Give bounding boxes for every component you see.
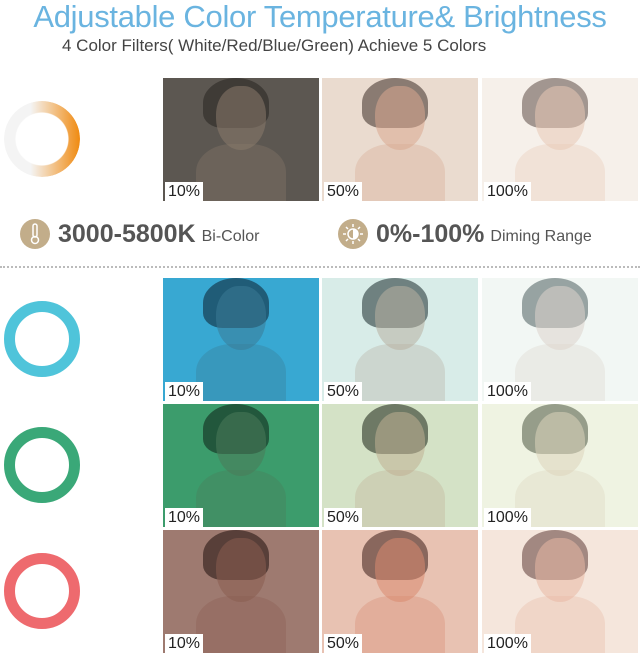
feature-label: Bi-Color (201, 228, 260, 245)
feature-label: Diming Range (490, 228, 592, 245)
face-shape (535, 86, 585, 150)
photo-white-10pct: 10% (163, 78, 319, 201)
brightness-label: 50% (324, 634, 363, 653)
brightness-label: 10% (165, 382, 204, 401)
photo-green-100pct: 100% (482, 404, 638, 527)
brightness-icon (338, 219, 368, 249)
feature-dimming: 0%-100% Diming Range (338, 219, 592, 249)
face-shape (375, 412, 425, 476)
face-shape (216, 412, 266, 476)
photo-green-50pct: 50% (322, 404, 478, 527)
brightness-label: 50% (324, 382, 363, 401)
brightness-label: 100% (484, 182, 531, 201)
photo-blue-50pct: 50% (322, 278, 478, 401)
face-shape (375, 538, 425, 602)
ring-light-blue (4, 301, 80, 377)
brightness-label: 100% (484, 508, 531, 527)
brightness-label: 10% (165, 508, 204, 527)
photo-blue-100pct: 100% (482, 278, 638, 401)
face-shape (216, 538, 266, 602)
photo-green-10pct: 10% (163, 404, 319, 527)
neck-shape (355, 596, 445, 653)
brightness-label: 10% (165, 634, 204, 653)
neck-shape (196, 596, 286, 653)
ring-light-red (4, 553, 80, 629)
divider (0, 266, 640, 268)
neck-shape (196, 144, 286, 201)
face-shape (216, 86, 266, 150)
face-shape (535, 286, 585, 350)
face-shape (535, 412, 585, 476)
feature-color-temperature: 3000-5800K Bi-Color (20, 219, 259, 249)
brightness-label: 50% (324, 182, 363, 201)
ring-light-white (4, 101, 80, 177)
face-shape (216, 286, 266, 350)
neck-shape (355, 344, 445, 401)
face-shape (535, 538, 585, 602)
photo-blue-10pct: 10% (163, 278, 319, 401)
photo-red-10pct: 10% (163, 530, 319, 653)
brightness-label: 50% (324, 508, 363, 527)
ring-light-green (4, 427, 80, 503)
neck-shape (196, 344, 286, 401)
thermometer-icon (20, 219, 50, 249)
photo-white-50pct: 50% (322, 78, 478, 201)
face-shape (375, 286, 425, 350)
brightness-label: 100% (484, 634, 531, 653)
neck-shape (355, 470, 445, 527)
photo-red-50pct: 50% (322, 530, 478, 653)
brightness-label: 10% (165, 182, 204, 201)
feature-value: 3000-5800K (58, 219, 196, 248)
neck-shape (196, 470, 286, 527)
photo-red-100pct: 100% (482, 530, 638, 653)
page-title: Adjustable Color Temperature& Brightness (33, 0, 607, 34)
neck-shape (355, 144, 445, 201)
feature-value: 0%-100% (376, 219, 485, 248)
page-subtitle: 4 Color Filters( White/Red/Blue/Green) A… (62, 36, 487, 55)
face-shape (375, 86, 425, 150)
brightness-label: 100% (484, 382, 531, 401)
photo-white-100pct: 100% (482, 78, 638, 201)
